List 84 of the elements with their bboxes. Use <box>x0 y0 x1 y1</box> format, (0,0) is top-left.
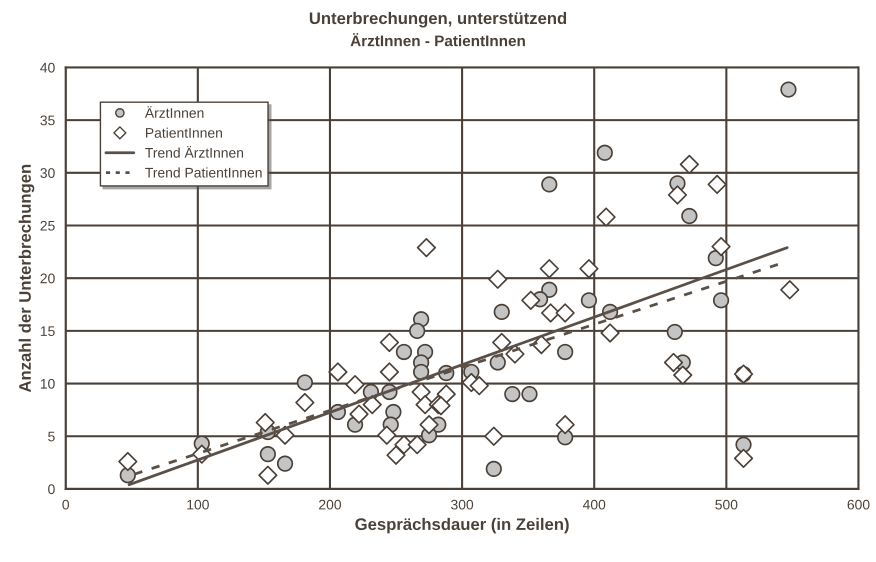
point <box>504 386 520 402</box>
point <box>409 322 426 339</box>
y-tick-label: 5 <box>48 432 55 442</box>
point <box>486 460 502 478</box>
x-axis-title: Gesprächsdauer (in Zeilen) <box>355 518 569 534</box>
point <box>260 446 276 462</box>
point <box>494 304 510 320</box>
point <box>673 366 692 385</box>
point <box>707 174 727 194</box>
point <box>492 332 512 352</box>
y-tick-label: 25 <box>40 220 55 231</box>
point <box>328 362 348 382</box>
point <box>668 185 688 205</box>
point <box>386 446 406 465</box>
x-tick-label: 500 <box>715 500 738 510</box>
point <box>540 259 559 278</box>
point <box>596 144 613 161</box>
point <box>556 415 575 434</box>
point <box>413 364 430 380</box>
legend-label: ÄrztInnen <box>144 106 204 118</box>
point <box>380 362 400 382</box>
x-tick-label: 0 <box>62 500 70 510</box>
point <box>541 282 558 298</box>
chart-title: Unterbrechungen, unterstützend <box>310 12 566 28</box>
y-tick-label: 15 <box>40 326 55 336</box>
point <box>276 456 294 472</box>
x-tick-label: 400 <box>582 500 606 510</box>
point <box>664 352 684 372</box>
point <box>711 236 731 256</box>
point <box>396 344 412 360</box>
point <box>681 208 698 224</box>
point <box>666 324 683 340</box>
y-tick-label: 30 <box>40 168 55 178</box>
point <box>521 386 538 402</box>
point <box>380 332 400 352</box>
point <box>596 207 616 227</box>
point <box>362 395 382 414</box>
y-axis-title: Anzahl der Unterbrechungen <box>18 164 34 392</box>
y-tick-label: 40 <box>40 62 55 73</box>
chart-subtitle: ÄrztInnen - PatientInnen <box>350 33 525 46</box>
point <box>488 270 508 289</box>
y-tick-label: 0 <box>48 484 55 494</box>
point <box>490 354 506 371</box>
point <box>118 452 138 472</box>
point <box>680 154 699 174</box>
legend-label: Trend PatientInnen <box>145 167 262 178</box>
y-tick-label: 20 <box>40 274 55 284</box>
point <box>712 292 730 308</box>
point <box>556 303 575 323</box>
point <box>377 426 396 445</box>
point <box>275 426 295 445</box>
point <box>120 467 136 484</box>
point <box>345 375 365 394</box>
point <box>419 415 439 434</box>
point <box>541 176 558 193</box>
point <box>470 376 489 396</box>
x-tick-label: 600 <box>848 500 870 510</box>
point <box>295 392 314 412</box>
point <box>296 374 313 391</box>
point <box>431 396 451 416</box>
point <box>580 292 598 308</box>
point <box>521 290 540 310</box>
x-tick-label: 300 <box>451 500 474 510</box>
x-tick-label: 100 <box>187 500 209 510</box>
point <box>258 466 278 485</box>
point <box>408 435 427 454</box>
point <box>557 344 574 360</box>
point <box>780 280 800 300</box>
point <box>416 238 436 258</box>
point <box>579 259 599 278</box>
point <box>708 250 724 266</box>
point <box>780 81 797 98</box>
point <box>256 412 275 432</box>
point <box>600 323 620 343</box>
point <box>385 404 402 420</box>
point <box>735 436 752 453</box>
point <box>349 404 369 424</box>
point <box>734 448 754 468</box>
point <box>484 426 504 446</box>
y-tick-label: 10 <box>40 378 55 389</box>
y-tick-label: 35 <box>40 115 55 126</box>
x-tick-label: 200 <box>319 500 342 510</box>
legend-label: Trend ÄrztInnen <box>145 146 244 158</box>
legend-label: PatientInnen <box>146 128 222 138</box>
